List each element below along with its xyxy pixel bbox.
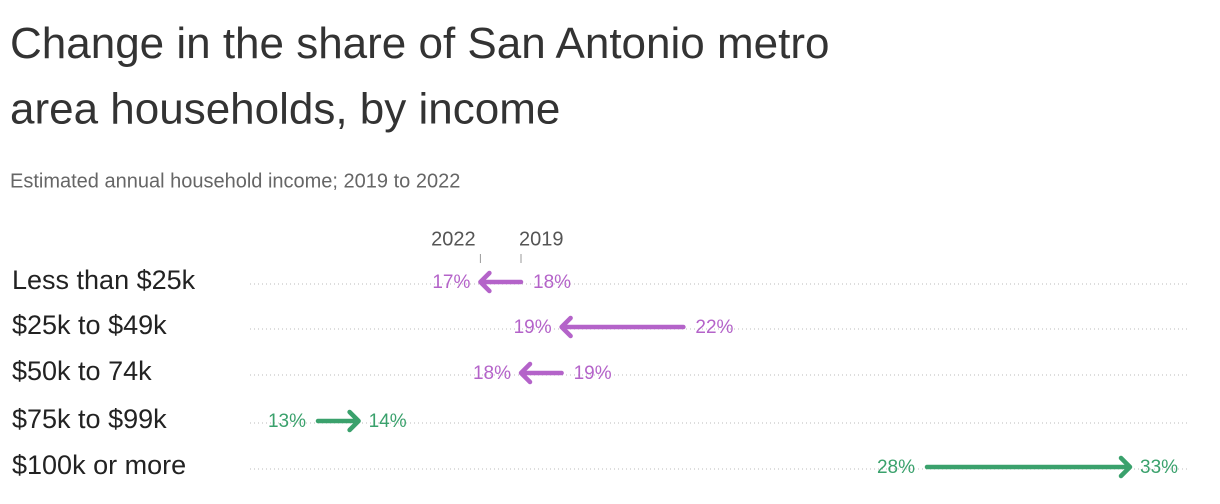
category-label: $100k or more bbox=[12, 450, 186, 480]
arrow bbox=[315, 409, 361, 433]
value-label: 28% bbox=[877, 457, 915, 478]
category-label: $50k to 74k bbox=[12, 356, 152, 386]
arrow bbox=[478, 270, 524, 294]
category-label: $75k to $99k bbox=[12, 404, 167, 434]
value-label: 14% bbox=[369, 411, 407, 432]
arrow bbox=[559, 315, 686, 339]
chart-title: Change in the share of San Antonio metro bbox=[10, 19, 829, 68]
title-line: Change in the share of San Antonio metro bbox=[10, 19, 829, 68]
value-label: 19% bbox=[514, 317, 552, 338]
value-label: 18% bbox=[473, 363, 511, 384]
category-label: Less than $25k bbox=[12, 265, 196, 295]
value-label: 17% bbox=[432, 272, 470, 293]
chart-subtitle: Estimated annual household income; 2019 … bbox=[10, 170, 460, 192]
value-label: 13% bbox=[268, 411, 306, 432]
category-label: $25k to $49k bbox=[12, 310, 167, 340]
chart-title-cont: area households, by income bbox=[10, 85, 560, 134]
value-label: 22% bbox=[695, 317, 733, 338]
legend-label: 2022 bbox=[431, 228, 476, 250]
arrow bbox=[924, 455, 1133, 479]
legend-label: 2019 bbox=[519, 228, 564, 250]
value-label: 33% bbox=[1140, 457, 1178, 478]
arrow bbox=[518, 361, 564, 385]
value-label: 18% bbox=[533, 272, 571, 293]
value-label: 19% bbox=[574, 363, 612, 384]
